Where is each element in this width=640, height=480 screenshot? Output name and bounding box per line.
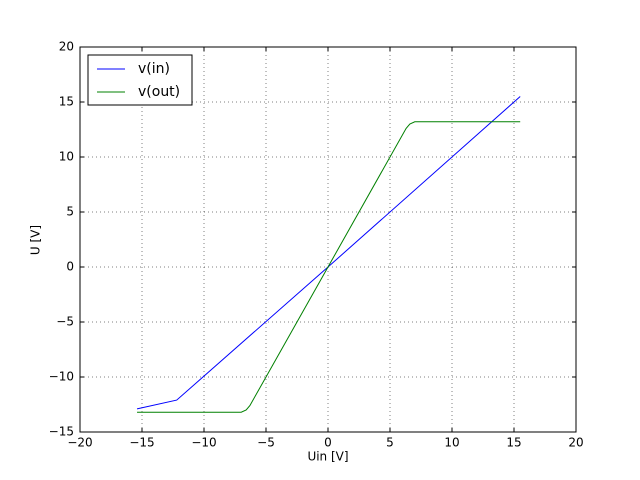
y-tick-label: −15 <box>49 425 74 439</box>
y-tick-label: 0 <box>66 260 74 274</box>
x-tick-label: 15 <box>506 436 521 450</box>
legend-label: v(in) <box>138 61 170 77</box>
x-tick-label: 5 <box>386 436 394 450</box>
y-axis-label: U [V] <box>29 225 43 255</box>
y-tick-label: 5 <box>66 205 74 219</box>
plot-frame <box>79 46 577 433</box>
x-tick-label: 20 <box>568 436 583 450</box>
x-tick-label: 10 <box>444 436 459 450</box>
x-tick-label: −5 <box>257 436 275 450</box>
x-tick-label: −20 <box>67 436 92 450</box>
y-tick-label: 10 <box>59 150 74 164</box>
x-tick-label: −15 <box>129 436 154 450</box>
line <box>136 96 521 410</box>
x-axis-label: Uin [V] <box>307 450 348 464</box>
y-tick-label: −5 <box>56 315 74 329</box>
legend-label: v(out) <box>138 84 180 100</box>
line <box>137 121 521 413</box>
legend-box <box>87 54 193 106</box>
x-tick-label: 0 <box>324 436 332 450</box>
x-tick-label: −10 <box>191 436 216 450</box>
y-tick-label: 20 <box>59 40 74 54</box>
y-tick-label: 15 <box>59 95 74 109</box>
y-tick-label: −10 <box>49 370 74 384</box>
